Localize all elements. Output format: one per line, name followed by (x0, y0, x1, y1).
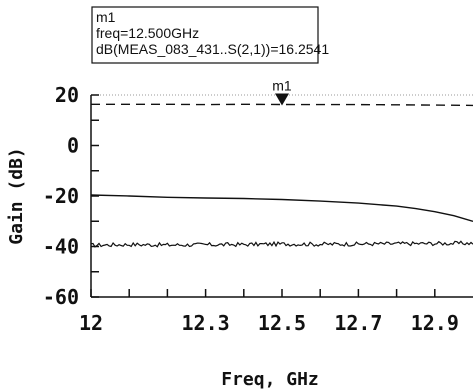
x-tick-label: 12.3 (182, 311, 230, 335)
y-tick-label: -20 (43, 184, 79, 208)
y-tick-label: -40 (43, 235, 79, 259)
x-tick-label: 12.7 (334, 311, 382, 335)
marker-label: m1 (272, 77, 292, 93)
plot-area (90, 103, 473, 248)
series-line-2 (90, 194, 473, 222)
marker-readout-line: m1 (96, 9, 116, 25)
marker-triangle (275, 93, 289, 106)
series-line-3 (90, 240, 473, 248)
series-line-1 (91, 103, 473, 107)
marker-readout-box (91, 6, 319, 64)
marker-readout-line: dB(MEAS_083_431..S(2,1))=16.2541 (96, 41, 329, 57)
marker-m1: m1m1freq=12.500GHzdB(MEAS_083_431..S(2,1… (91, 6, 329, 106)
y-axis-title: Gain (dB) (6, 147, 27, 245)
x-axis-title: Freq, GHz (221, 369, 319, 390)
y-tick-label: -60 (43, 285, 79, 309)
y-tick-label: 0 (67, 134, 79, 158)
x-tick-label: 12.5 (258, 311, 306, 335)
y-tick-label: 20 (55, 83, 79, 107)
marker-readout-line: freq=12.500GHz (96, 25, 199, 41)
x-tick-label: 12 (79, 311, 103, 335)
x-tick-label: 12.9 (411, 311, 459, 335)
